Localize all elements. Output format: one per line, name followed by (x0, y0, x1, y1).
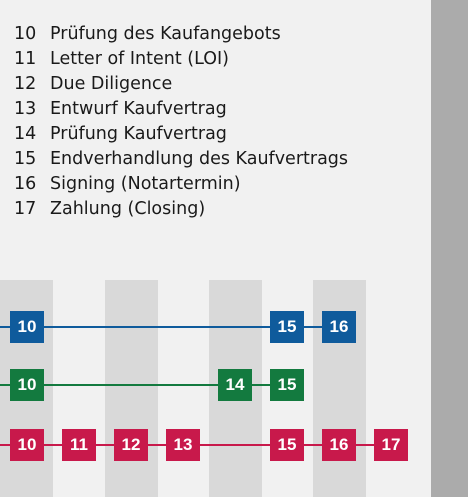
legend-item: 10 Prüfung des Kaufangebots (14, 22, 348, 47)
legend-item-number: 13 (14, 99, 37, 119)
legend-item-label: Endverhandlung des Kaufvertrags (50, 149, 349, 169)
legend-item-label: Signing (Notartermin) (50, 174, 241, 194)
blue-step-box-16: 16 (322, 311, 356, 343)
legend-item-number: 16 (14, 174, 37, 194)
blue-step-box-15: 15 (270, 311, 304, 343)
legend-item: 16 Signing (Notartermin) (14, 172, 348, 197)
step-legend: 10 Prüfung des Kaufangebots 11 Letter of I… (14, 22, 348, 222)
blue-track-line (0, 326, 356, 328)
red-step-box-10: 10 (10, 429, 44, 461)
legend-item: 11 Letter of Intent (LOI) (14, 47, 348, 72)
legend-item-number: 17 (14, 199, 37, 219)
green-track-line (0, 384, 304, 386)
legend-item: 17 Zahlung (Closing) (14, 197, 348, 222)
red-step-box-11: 11 (62, 429, 96, 461)
legend-item-number: 11 (14, 49, 37, 69)
legend-item: 12 Due Diligence (14, 72, 348, 97)
legend-item: 14 Prüfung Kaufvertrag (14, 122, 348, 147)
red-step-box-13: 13 (166, 429, 200, 461)
red-step-box-16: 16 (322, 429, 356, 461)
green-step-box-14: 14 (218, 369, 252, 401)
green-step-box-15: 15 (270, 369, 304, 401)
legend-item: 15 Endverhandlung des Kaufvertrags (14, 147, 348, 172)
column-stripe (105, 280, 158, 497)
legend-item-label: Entwurf Kaufvertrag (50, 99, 227, 119)
legend-item-label: Prüfung des Kaufangebots (50, 24, 281, 44)
blue-step-box-10: 10 (10, 311, 44, 343)
red-step-box-17: 17 (374, 429, 408, 461)
red-track-line (0, 444, 408, 446)
legend-item-number: 15 (14, 149, 37, 169)
red-step-box-12: 12 (114, 429, 148, 461)
legend-item-label: Due Diligence (50, 74, 173, 94)
legend-item-label: Prüfung Kaufvertrag (50, 124, 227, 144)
green-step-box-10: 10 (10, 369, 44, 401)
right-edge-bar (431, 0, 468, 497)
legend-item-number: 10 (14, 24, 37, 44)
legend-item-label: Letter of Intent (LOI) (50, 49, 229, 69)
red-step-box-15: 15 (270, 429, 304, 461)
legend-item-number: 14 (14, 124, 37, 144)
legend-item-number: 12 (14, 74, 37, 94)
legend-item-label: Zahlung (Closing) (50, 199, 206, 219)
legend-item: 13 Entwurf Kaufvertrag (14, 97, 348, 122)
